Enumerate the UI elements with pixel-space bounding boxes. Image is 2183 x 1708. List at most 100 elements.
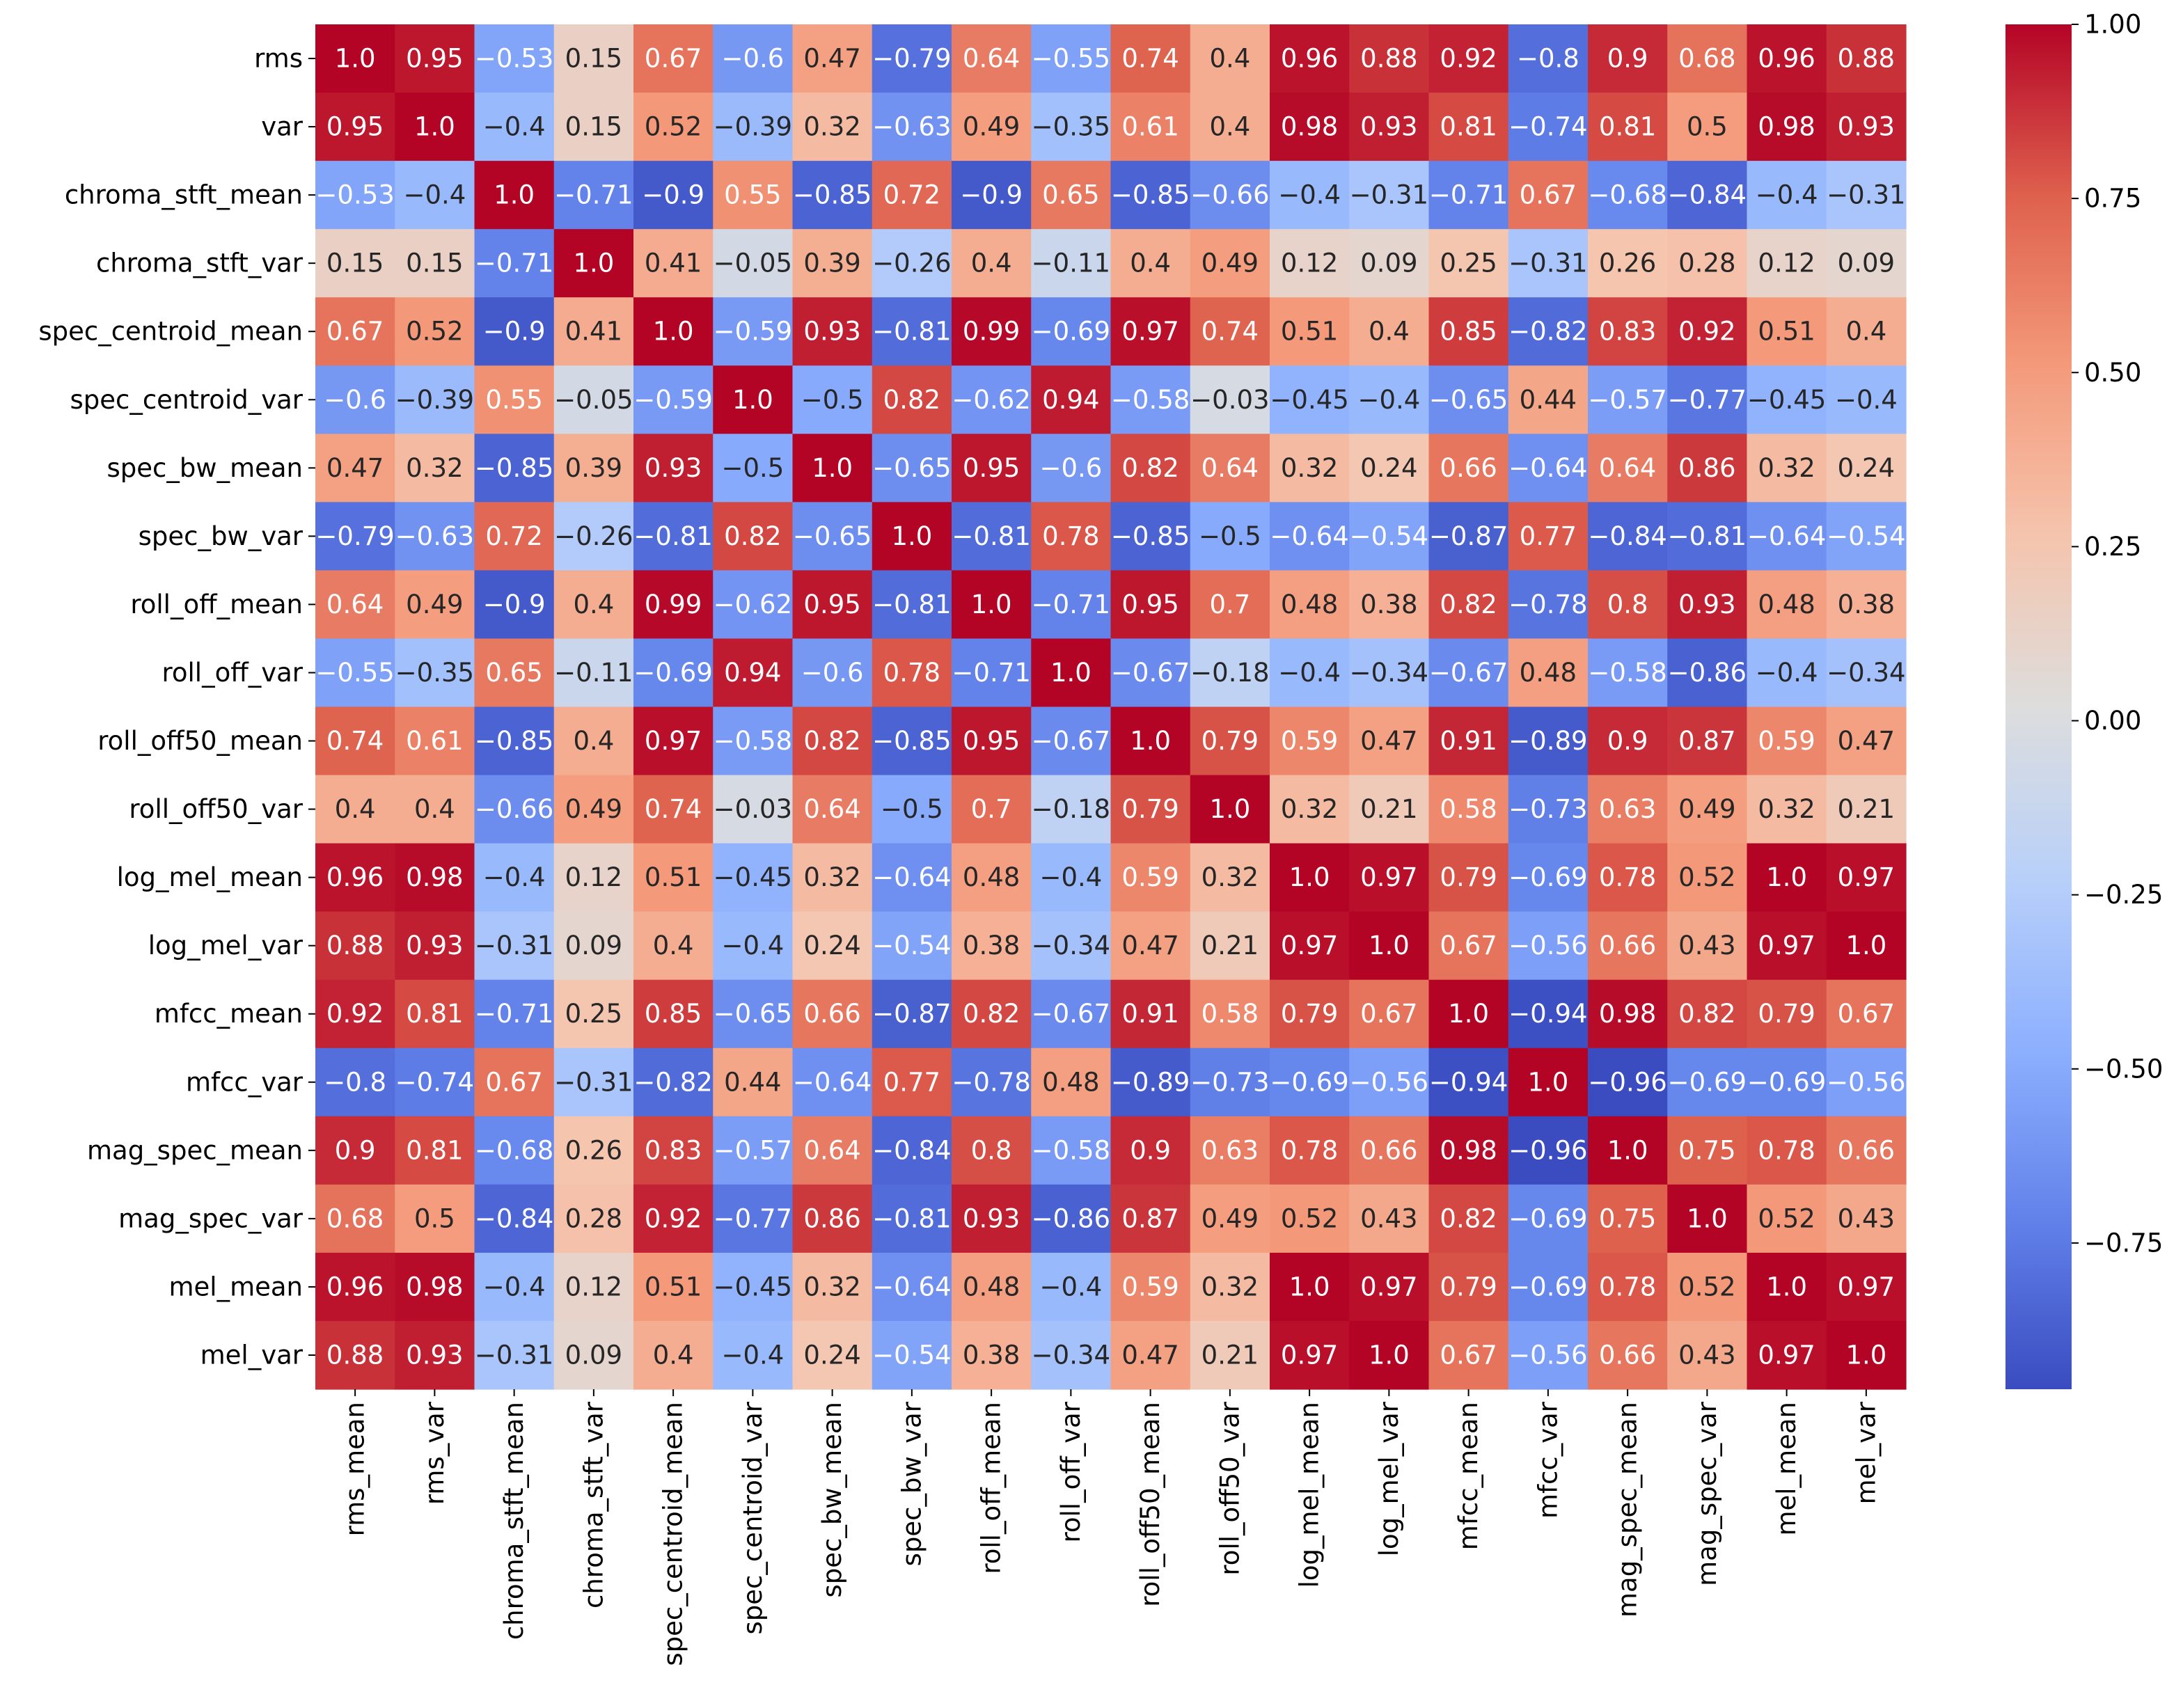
heatmap-cell [1349,638,1430,708]
cell-annotation: 0.4 [1209,112,1250,142]
cell-annotation: 0.68 [326,1203,384,1233]
heatmap-cell [1110,434,1191,503]
heatmap-cell [1826,638,1907,708]
heatmap-cell [1667,706,1748,776]
cell-annotation: −0.89 [1111,1067,1190,1097]
cell-annotation: 0.66 [803,999,860,1029]
cell-annotation: −0.4 [1756,180,1818,210]
cell-annotation: 0.68 [1678,44,1735,74]
cell-annotation: −0.81 [1668,521,1747,551]
cell-annotation: −0.5 [881,794,943,824]
heatmap-cell [553,1047,634,1117]
heatmap-cell [952,1047,1032,1117]
heatmap-cell [395,1116,475,1185]
cell-annotation: −0.84 [475,1203,553,1233]
heatmap-cell [1826,706,1907,776]
heatmap-cell [474,1047,555,1117]
cell-annotation: 0.5 [1687,112,1728,142]
cell-annotation: 0.79 [1440,862,1497,892]
cell-annotation: 0.8 [1607,590,1648,619]
cell-annotation: 0.66 [1360,1135,1417,1165]
heatmap-cell [395,229,475,298]
cell-annotation: 0.66 [1599,1340,1656,1370]
cell-annotation: 0.43 [1838,1203,1895,1233]
cell-annotation: 1.0 [1209,794,1250,824]
heatmap-cell [1508,638,1589,708]
heatmap-cell [713,229,794,298]
heatmap-cell [553,24,634,93]
cell-annotation: −0.94 [1429,1067,1508,1097]
cell-annotation: 0.74 [1201,317,1259,347]
heatmap-cell [713,161,794,230]
heatmap-cell [395,434,475,503]
cell-annotation: 0.66 [1440,453,1497,483]
cell-annotation: 0.51 [1758,317,1815,347]
heatmap-cell [395,24,475,93]
cell-annotation: 0.41 [645,248,702,278]
cell-annotation: 0.51 [645,1272,702,1302]
x-tick-label: roll_off_mean [977,1402,1007,1574]
cell-annotation: 0.24 [803,1340,860,1370]
cell-annotation: 0.24 [803,931,860,960]
cell-annotation: 1.0 [414,112,455,142]
cell-annotation: 0.4 [414,794,455,824]
heatmap-cell [1747,502,1827,571]
heatmap-cell [792,434,873,503]
cell-annotation: 0.21 [1360,794,1417,824]
cell-annotation: 0.49 [1201,1203,1259,1233]
cell-annotation: 0.26 [565,1135,622,1165]
heatmap-cell [792,706,873,776]
cell-annotation: 0.99 [963,317,1020,347]
heatmap-cell [633,638,714,708]
cell-annotation: −0.45 [1747,385,1826,415]
cell-annotation: 0.95 [963,453,1020,483]
cell-annotation: −0.89 [1508,726,1587,756]
heatmap-cell [1270,1184,1350,1254]
cell-annotation: 0.98 [406,1272,463,1302]
heatmap-cell [1110,1320,1191,1390]
heatmap-cell [1031,24,1112,93]
cell-annotation: 0.49 [1678,794,1735,824]
heatmap-cell [952,911,1032,981]
heatmap-cell [395,93,475,161]
cell-annotation: 0.86 [803,1203,860,1233]
cell-annotation: 0.67 [1838,999,1895,1029]
heatmap-cell [1667,775,1748,844]
cell-annotation: −0.81 [872,317,951,347]
cell-annotation: 0.12 [1758,248,1815,278]
heatmap-cell [1110,297,1191,366]
heatmap-cell [395,365,475,434]
y-tick-label: mag_spec_var [118,1203,304,1233]
cell-annotation: 0.44 [1520,385,1577,415]
heatmap-cell [1110,570,1191,640]
cell-annotation: 0.48 [1042,1067,1099,1097]
heatmap-cell [1826,24,1907,93]
y-tick-label: chroma_stft_mean [65,180,303,210]
heatmap-cell [792,843,873,912]
heatmap-cell [1270,706,1350,776]
cell-annotation: −0.31 [475,1340,553,1370]
heatmap-cell [792,93,873,161]
heatmap-cell [1110,229,1191,298]
x-tick-label: mfcc_var [1533,1401,1563,1519]
heatmap-cell [633,1320,714,1390]
cell-annotation: 0.67 [1440,1340,1497,1370]
heatmap-cell [1428,1252,1509,1322]
heatmap-cell [1190,161,1270,230]
cell-annotation: 0.4 [1369,317,1410,347]
cell-annotation: 0.26 [1599,248,1656,278]
heatmap-cell [713,434,794,503]
heatmap-cell [474,775,555,844]
cell-annotation: 0.67 [1520,180,1577,210]
cell-annotation: 0.95 [803,590,860,619]
heatmap-cell [1190,570,1270,640]
cell-annotation: 0.77 [1520,521,1577,551]
heatmap-cell [1110,1184,1191,1254]
cell-annotation: 0.61 [1121,112,1179,142]
cell-annotation: −0.54 [872,931,951,960]
cell-annotation: −0.62 [714,590,792,619]
heatmap-cell [872,706,952,776]
colorbar-gradient [2005,24,2072,1389]
heatmap-cell [1270,1252,1350,1322]
heatmap-cell [713,775,794,844]
